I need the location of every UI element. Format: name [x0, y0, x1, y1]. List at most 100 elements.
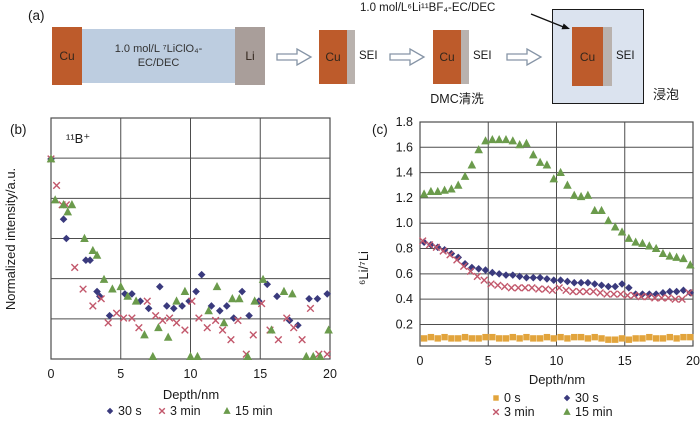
data-point: [555, 283, 564, 292]
data-point: [162, 302, 171, 310]
panel-a-label: (a): [28, 8, 45, 23]
legend-marker-icon: [563, 407, 571, 415]
y-tick-label: 0.6: [396, 267, 413, 281]
li-label: Li: [245, 49, 255, 63]
data-point: [508, 136, 518, 145]
data-point: [536, 273, 544, 282]
data-point: [204, 306, 213, 315]
data-point: [603, 290, 611, 298]
series-15-min: [419, 134, 695, 269]
data-point: [165, 314, 174, 322]
data-point: [108, 284, 117, 293]
data-point: [203, 323, 212, 332]
y-tick-label: 1.8: [396, 115, 413, 129]
data-point: [418, 237, 427, 245]
data-point: [488, 134, 497, 144]
y-tick-label: 1.4: [396, 166, 413, 180]
data-point: [597, 281, 606, 290]
data-point: [604, 215, 613, 225]
cu-electrode-2: Cu: [319, 30, 347, 84]
data-point: [590, 280, 599, 288]
x-axis-label: Depth/nm: [163, 387, 219, 402]
data-point: [515, 272, 524, 281]
data-point: [646, 333, 653, 341]
data-point: [427, 240, 435, 249]
data-point: [432, 243, 441, 252]
sei-strip: [347, 30, 355, 84]
data-point: [453, 180, 463, 189]
data-point: [516, 335, 523, 342]
data-point: [178, 302, 186, 310]
data-point: [610, 222, 620, 231]
data-point: [672, 287, 681, 296]
data-point: [564, 335, 571, 342]
data-point: [67, 200, 77, 209]
data-point: [228, 294, 237, 303]
data-point: [637, 292, 645, 301]
data-point: [530, 335, 537, 342]
data-point: [528, 150, 538, 159]
data-point: [535, 157, 545, 166]
data-point: [623, 291, 632, 300]
data-point: [584, 335, 592, 342]
data-point: [569, 190, 579, 199]
data-point: [502, 271, 510, 279]
plot-border: [419, 121, 694, 347]
cu-electrode-4: Cu: [572, 27, 603, 86]
data-point: [62, 234, 71, 243]
data-point: [610, 290, 618, 298]
data-point: [664, 294, 673, 302]
data-point: [434, 335, 441, 342]
electrolyte-block: 1.0 mol/L ⁷LiClO₄- EC/DEC: [82, 29, 235, 83]
data-point: [468, 263, 476, 272]
data-point: [250, 296, 259, 305]
data-point: [542, 160, 552, 169]
series-15-min: [46, 154, 333, 361]
y-tick-label: 0.4: [396, 292, 413, 306]
data-point: [46, 154, 56, 163]
data-point: [454, 253, 463, 262]
data-point: [529, 273, 538, 282]
data-point: [195, 314, 203, 322]
data-point: [550, 335, 557, 342]
data-point: [289, 323, 298, 332]
sei-strip: [603, 27, 612, 86]
data-point: [92, 250, 102, 259]
data-point: [59, 215, 68, 224]
data-point: [576, 191, 586, 201]
data-point: [151, 311, 160, 320]
legend-marker-icon: [493, 395, 499, 401]
data-point: [185, 297, 193, 305]
sei-label: SEI: [473, 50, 492, 62]
data-point: [105, 311, 114, 320]
data-point: [425, 240, 434, 249]
data-point: [475, 335, 482, 342]
data-point: [274, 335, 283, 344]
x-tick-label: 10: [184, 367, 198, 381]
data-point: [50, 195, 60, 204]
data-point: [116, 281, 126, 291]
data-point: [569, 287, 577, 296]
data-point: [154, 322, 163, 332]
data-point: [590, 205, 600, 215]
data-point: [507, 283, 516, 292]
data-point: [258, 274, 268, 283]
data-point: [473, 272, 482, 281]
data-point: [515, 140, 524, 149]
data-point: [455, 335, 462, 342]
data-point: [522, 138, 531, 147]
data-point: [679, 286, 688, 295]
data-point: [279, 286, 289, 295]
cu-electrode-3: Cu: [433, 30, 461, 84]
data-point: [229, 314, 238, 322]
data-point: [447, 184, 456, 193]
data-point: [673, 335, 680, 342]
x-tick-label: 0: [417, 354, 424, 368]
legend-label: 30 s: [575, 391, 599, 405]
data-point: [80, 233, 89, 242]
data-point: [488, 268, 497, 277]
data-point: [282, 314, 291, 322]
data-point: [433, 186, 443, 196]
data-point: [534, 285, 543, 293]
